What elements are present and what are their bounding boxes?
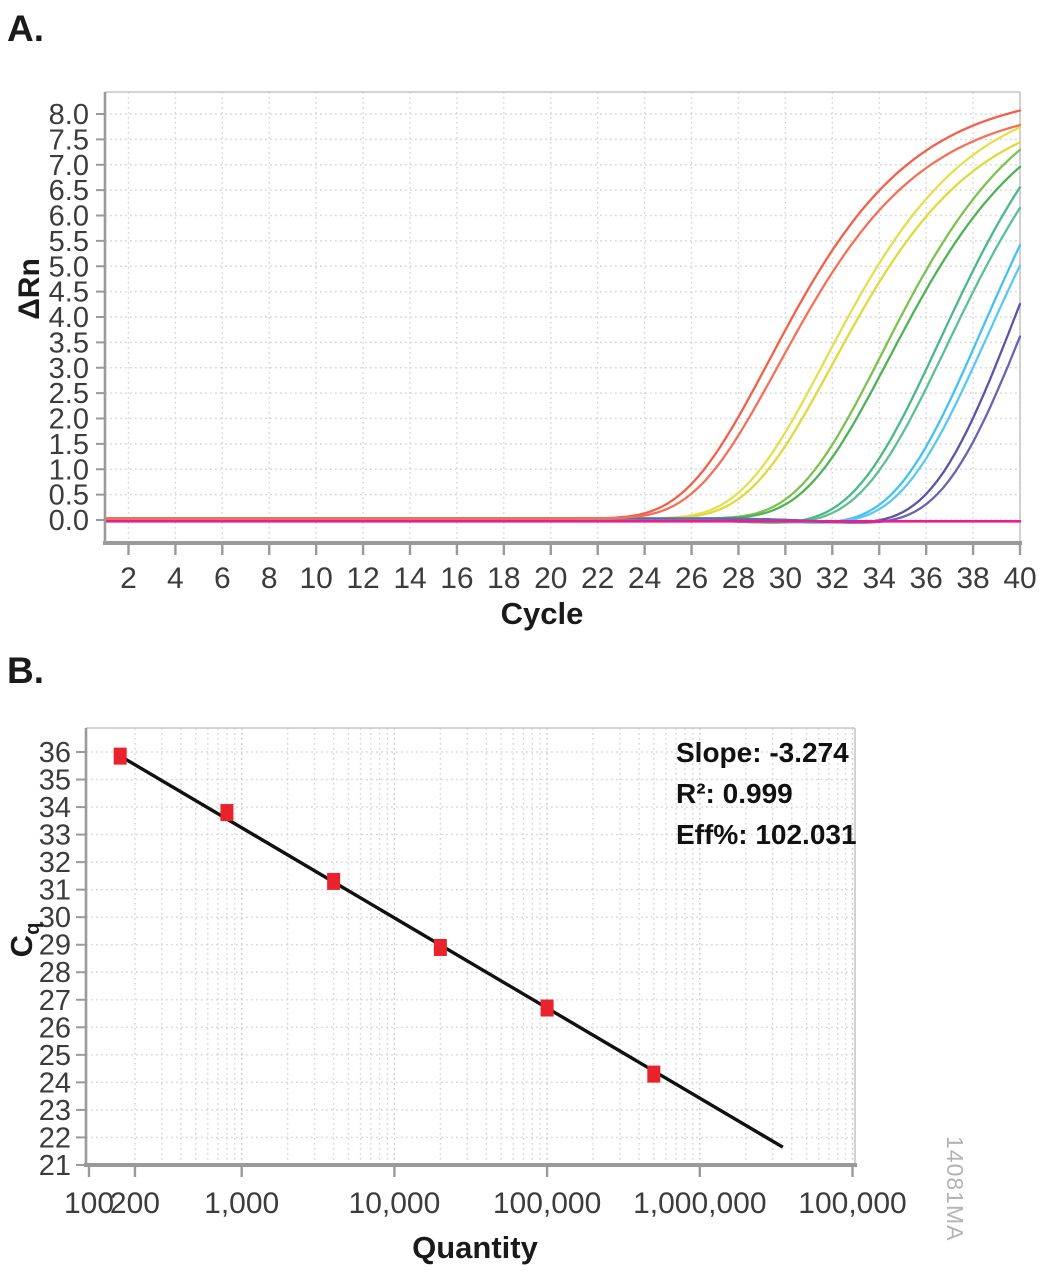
chart-b-x-axis-title: Quantity xyxy=(412,1230,538,1265)
data-point-marker xyxy=(433,938,447,956)
x-tick-label: 10 xyxy=(299,562,332,595)
x-tick-label: 1,000,000 xyxy=(633,1187,766,1220)
x-tick-label: 100,000 xyxy=(798,1187,906,1220)
x-tick-label: 16 xyxy=(440,562,473,595)
x-tick-label: 100,000 xyxy=(493,1187,601,1220)
r-squared-value: R²: 0.999 xyxy=(676,778,793,809)
x-tick-label: 4 xyxy=(167,562,184,595)
y-tick-label: 0.5 xyxy=(49,480,89,512)
y-tick-label: 25 xyxy=(39,1040,71,1072)
x-tick-label: 22 xyxy=(581,562,614,595)
y-tick-label: 30 xyxy=(39,902,71,934)
y-tick-label: 5.0 xyxy=(49,251,89,283)
y-tick-label: 34 xyxy=(39,792,71,824)
x-tick-label: 30 xyxy=(769,562,802,595)
y-tick-label: 21 xyxy=(39,1150,71,1182)
x-tick-label: 32 xyxy=(816,562,849,595)
efficiency-value: Eff%: 102.031 xyxy=(676,819,857,850)
y-tick-label: 7.5 xyxy=(49,124,89,156)
x-tick-label: 24 xyxy=(628,562,661,595)
curve-standard-6-rep2 xyxy=(103,335,1022,524)
y-tick-label: 33 xyxy=(39,820,71,852)
cq-label-sub: q xyxy=(22,922,45,935)
x-tick-label: 26 xyxy=(675,562,708,595)
y-tick-label: 1.0 xyxy=(49,454,89,486)
slope-value: Slope: -3.274 xyxy=(676,737,849,768)
curve-standard-1-rep1 xyxy=(103,109,1022,520)
y-tick-label: 6.0 xyxy=(49,201,89,233)
x-tick-label: 36 xyxy=(909,562,942,595)
x-tick-label: 8 xyxy=(261,562,278,595)
x-tick-label: 14 xyxy=(393,562,426,595)
x-tick-label: 28 xyxy=(722,562,755,595)
amplification-plot: 0.00.51.01.52.02.53.03.54.04.55.05.56.06… xyxy=(49,91,1037,595)
curve-standard-2-rep2 xyxy=(103,141,1022,520)
y-tick-label: 5.5 xyxy=(49,226,89,258)
y-tick-label: 24 xyxy=(39,1067,71,1099)
y-tick-label: 26 xyxy=(39,1012,71,1044)
y-tick-label: 7.0 xyxy=(49,150,89,182)
y-tick-label: 22 xyxy=(39,1122,71,1154)
data-point-marker xyxy=(113,747,127,765)
y-tick-label: 3.0 xyxy=(49,353,89,385)
chart-b-y-axis-title: Cq xyxy=(4,909,44,971)
y-tick-label: 36 xyxy=(39,737,71,769)
y-tick-label: 4.0 xyxy=(49,302,89,334)
panel-a-label: A. xyxy=(7,8,44,49)
x-tick-label: 2 xyxy=(120,562,137,595)
y-tick-label: 35 xyxy=(39,765,71,797)
curve-standard-1-rep2 xyxy=(103,123,1022,520)
curve-standard-4-rep1 xyxy=(103,186,1022,524)
chart-a-x-axis-title: Cycle xyxy=(500,596,584,631)
chart-a-y-axis-title: ΔRn xyxy=(13,258,46,320)
data-point-marker xyxy=(327,872,341,890)
x-tick-label: 20 xyxy=(534,562,567,595)
y-tick-label: 2.0 xyxy=(49,404,89,436)
x-tick-label: 1,000 xyxy=(204,1187,279,1220)
y-tick-label: 3.5 xyxy=(49,327,89,359)
cq-label-main: C xyxy=(4,934,39,958)
y-tick-label: 29 xyxy=(39,930,71,962)
x-tick-label: 34 xyxy=(863,562,896,595)
y-tick-label: 32 xyxy=(39,847,71,879)
y-tick-label: 27 xyxy=(39,985,71,1017)
curve-standard-6-rep1 xyxy=(103,302,1022,524)
y-tick-label: 6.5 xyxy=(49,175,89,207)
data-point-marker xyxy=(540,999,554,1017)
y-tick-label: 2.5 xyxy=(49,378,89,410)
x-tick-label: 38 xyxy=(956,562,989,595)
data-point-marker xyxy=(647,1065,661,1083)
amplification-curves xyxy=(103,109,1022,524)
curve-standard-5-rep1 xyxy=(103,244,1022,524)
x-tick-label: 12 xyxy=(346,562,379,595)
figure-id-watermark: 14081MA xyxy=(942,1136,968,1242)
y-tick-label: 31 xyxy=(39,875,71,907)
x-tick-label: 100 xyxy=(64,1187,114,1220)
regression-stats: Slope: -3.274 R²: 0.999 Eff%: 102.031 xyxy=(676,732,857,855)
y-tick-label: 8.0 xyxy=(49,99,89,131)
y-tick-label: 1.5 xyxy=(49,429,89,461)
y-tick-label: 4.5 xyxy=(49,277,89,309)
x-tick-label: 10,000 xyxy=(349,1187,441,1220)
y-tick-label: 23 xyxy=(39,1095,71,1127)
curve-standard-4-rep2 xyxy=(103,206,1022,524)
x-tick-label: 18 xyxy=(487,562,520,595)
x-tick-label: 40 xyxy=(1003,562,1036,595)
panel-b-label: B. xyxy=(7,650,44,691)
y-tick-label: 28 xyxy=(39,957,71,989)
y-tick-label: 0.0 xyxy=(49,505,89,537)
x-tick-label: 6 xyxy=(214,562,231,595)
data-point-marker xyxy=(220,804,234,822)
x-tick-label: 200 xyxy=(110,1187,160,1220)
curve-standard-5-rep2 xyxy=(103,264,1022,524)
